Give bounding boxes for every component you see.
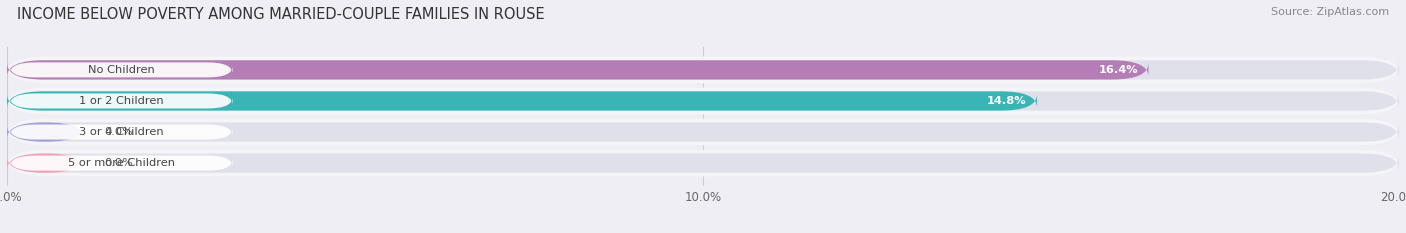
Text: 1 or 2 Children: 1 or 2 Children	[79, 96, 163, 106]
Text: 16.4%: 16.4%	[1098, 65, 1137, 75]
FancyBboxPatch shape	[10, 62, 232, 77]
FancyBboxPatch shape	[7, 122, 1399, 142]
FancyBboxPatch shape	[7, 91, 1038, 111]
FancyBboxPatch shape	[7, 60, 1399, 79]
Text: Source: ZipAtlas.com: Source: ZipAtlas.com	[1271, 7, 1389, 17]
Text: INCOME BELOW POVERTY AMONG MARRIED-COUPLE FAMILIES IN ROUSE: INCOME BELOW POVERTY AMONG MARRIED-COUPL…	[17, 7, 544, 22]
Text: 3 or 4 Children: 3 or 4 Children	[79, 127, 163, 137]
FancyBboxPatch shape	[7, 60, 1149, 79]
Text: 0.0%: 0.0%	[104, 127, 134, 137]
FancyBboxPatch shape	[7, 154, 83, 173]
FancyBboxPatch shape	[7, 150, 1399, 176]
FancyBboxPatch shape	[10, 124, 232, 140]
Text: 5 or more Children: 5 or more Children	[67, 158, 174, 168]
FancyBboxPatch shape	[7, 88, 1399, 114]
FancyBboxPatch shape	[10, 156, 232, 171]
FancyBboxPatch shape	[7, 119, 1399, 145]
Text: 0.0%: 0.0%	[104, 158, 134, 168]
FancyBboxPatch shape	[7, 122, 83, 142]
FancyBboxPatch shape	[7, 91, 1399, 111]
Text: No Children: No Children	[87, 65, 155, 75]
FancyBboxPatch shape	[7, 154, 1399, 173]
FancyBboxPatch shape	[7, 57, 1399, 83]
FancyBboxPatch shape	[10, 93, 232, 109]
Text: 14.8%: 14.8%	[987, 96, 1026, 106]
